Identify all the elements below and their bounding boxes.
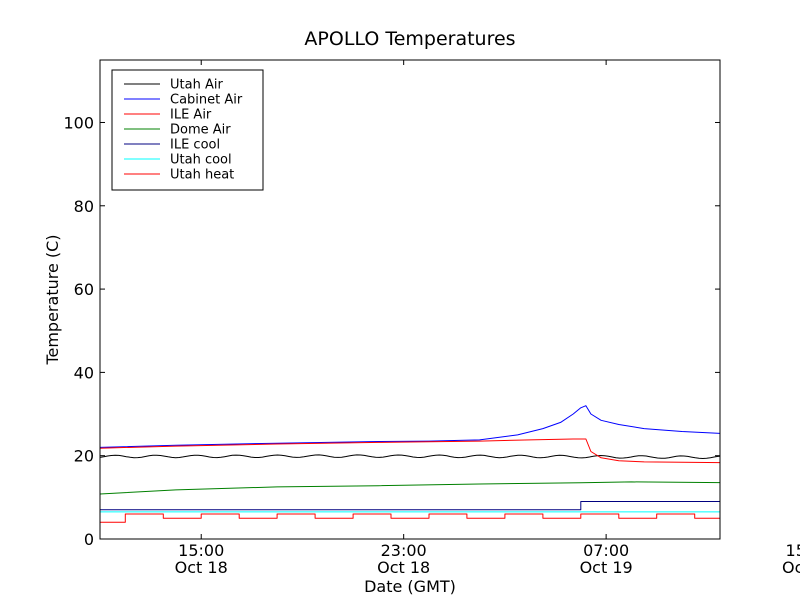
chart-title: APOLLO Temperatures [304, 28, 515, 50]
series-line-dome-air [100, 481, 720, 495]
series-line-utah-air [100, 454, 720, 459]
series-layer [100, 405, 720, 523]
x-tick-date-label: Oct 19 [580, 558, 633, 577]
y-axis-title: Temperature (C) [43, 234, 62, 365]
x-tick-time-label: 15:00 [786, 541, 800, 560]
x-tick-date-label: Oct 18 [175, 558, 228, 577]
x-tick-time-label: 23:00 [381, 541, 427, 560]
x-tick-date-label: Oct 19 [782, 558, 800, 577]
x-tick-date-label: Oct 18 [377, 558, 430, 577]
plot-frame [99, 59, 721, 540]
y-tick-label: 60 [74, 280, 94, 299]
series-line-utah-heat [100, 513, 720, 523]
x-tick-time-label: 07:00 [583, 541, 629, 560]
series-line-ile-air [100, 438, 720, 464]
y-tick-label: 100 [63, 113, 94, 132]
x-axis-title: Date (GMT) [364, 577, 456, 596]
legend-box [111, 69, 264, 191]
x-tick-time-label: 15:00 [178, 541, 224, 560]
y-tick-label: 40 [74, 363, 94, 382]
legend-label-dome-air: Dome Air [170, 123, 231, 138]
legend-label-cabinet-air: Cabinet Air [170, 93, 243, 108]
y-tick-label: 80 [74, 197, 94, 216]
legend-label-ile-cool: ILE cool [170, 138, 220, 153]
legend-label-utah-cool: Utah cool [170, 153, 232, 168]
y-tick-label: 0 [84, 530, 94, 549]
series-line-cabinet-air [100, 405, 720, 448]
legend-label-utah-air: Utah Air [170, 78, 223, 93]
legend-label-utah-heat: Utah heat [170, 168, 234, 183]
series-line-ile-cool [100, 501, 720, 511]
y-tick-label: 20 [74, 447, 94, 466]
legend-label-ile-air: ILE Air [170, 108, 212, 123]
